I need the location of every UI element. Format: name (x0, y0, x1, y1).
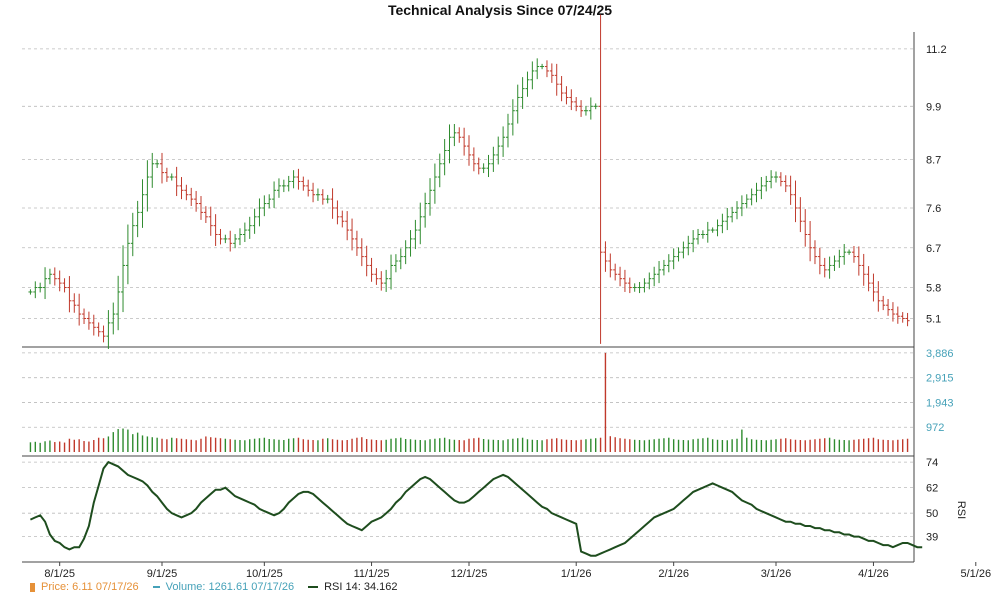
x-tick-label: 10/1/25 (246, 568, 283, 580)
x-tick-label: 8/1/25 (44, 568, 75, 580)
volume-tick-label: 3,886 (926, 348, 954, 360)
rsi-swatch-icon (308, 586, 319, 588)
chart-title: Technical Analysis Since 07/24/25 (387, 2, 613, 18)
legend-price: Price: 6.11 07/17/26 (30, 581, 139, 593)
x-tick-label: 3/1/26 (761, 568, 792, 580)
legend: Price: 6.11 07/17/26 Volume: 1261.61 07/… (30, 579, 412, 595)
legend-rsi: RSI 14: 34.162 (308, 581, 398, 593)
volume-tick-label: 972 (926, 422, 944, 434)
legend-volume: Volume: 1261.61 07/17/26 (152, 581, 295, 593)
price-tick-label: 11.2 (926, 44, 947, 56)
price-tick-label: 5.1 (926, 313, 941, 325)
rsi-axis-label: RSI (955, 501, 967, 519)
x-tick-label: 2/1/26 (658, 568, 689, 580)
rsi-tick-label: 62 (926, 483, 938, 495)
x-tick-label: 4/1/26 (858, 568, 889, 580)
x-tick-label: 11/1/25 (354, 568, 390, 580)
volume-tick-label: 1,943 (926, 397, 954, 409)
legend-price-label: Price: 6.11 07/17/26 (41, 581, 139, 593)
volume-tick-label: 2,915 (926, 373, 954, 385)
price-tick-label: 5.8 (926, 283, 941, 295)
rsi-tick-label: 39 (926, 532, 938, 544)
volume-swatch-icon (152, 586, 160, 588)
x-tick-label: 5/1/26 (960, 568, 991, 580)
price-tick-label: 9.9 (926, 101, 941, 113)
rsi-tick-label: 50 (926, 508, 938, 520)
x-tick-label: 12/1/25 (451, 568, 488, 580)
legend-volume-label: Volume: 1261.61 07/17/26 (165, 581, 295, 593)
price-tick-label: 6.7 (926, 243, 941, 255)
legend-rsi-label: RSI 14: 34.162 (324, 581, 398, 593)
price-tick-label: 8.7 (926, 154, 941, 166)
rsi-line (29, 460, 923, 557)
price-swatch-icon (30, 582, 35, 592)
x-tick-label: 9/1/25 (147, 568, 178, 580)
price-tick-label: 7.6 (926, 203, 941, 215)
rsi-tick-label: 74 (926, 457, 938, 469)
x-tick-label: 1/1/26 (561, 568, 592, 580)
